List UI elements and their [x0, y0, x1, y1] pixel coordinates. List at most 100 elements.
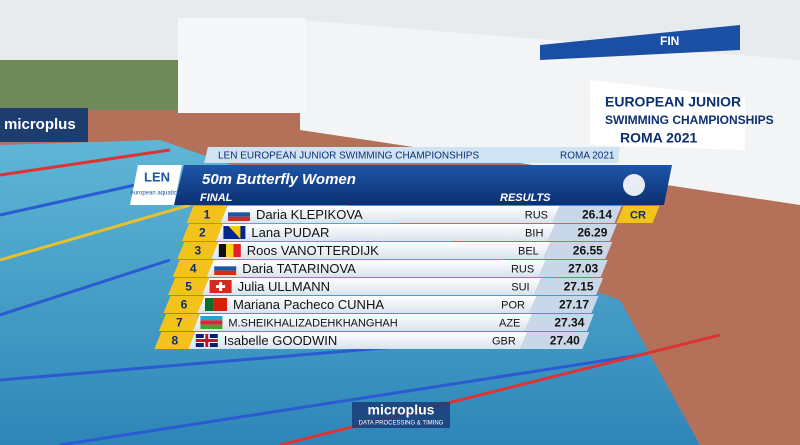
record: CR: [630, 209, 646, 221]
results-rows: 1 Daria KLEPIKOVA RUS 26.14 CR 2 Lana PUDAR BIH…: [154, 206, 660, 349]
rank: 1: [204, 208, 211, 222]
stage: FINAL: [200, 192, 233, 204]
country: RUS: [511, 263, 534, 275]
flag-stripe: [213, 298, 227, 311]
rank-cell: [163, 296, 205, 313]
rank: 2: [199, 226, 206, 240]
flag-stripe: [218, 244, 227, 257]
wall-logo: microplus: [4, 116, 76, 133]
result-row: 4 Daria TATARINOVA RUS 27.03: [172, 260, 608, 277]
logo-box: [130, 165, 182, 205]
athlete-name: Mariana Pacheco CUNHA: [233, 297, 384, 312]
banner-line: ROMA 2021: [620, 130, 698, 146]
lane-rope: [0, 258, 171, 317]
footer-logo-bg: [352, 402, 450, 428]
rank-cell: [154, 332, 196, 349]
time-cell: [552, 206, 622, 223]
sponsor: FIN: [660, 34, 679, 48]
flag-cross: [216, 285, 226, 288]
time-cell: [520, 332, 590, 349]
athlete-name: Roos VANOTTERDIJK: [247, 243, 379, 258]
logo-name: LEN: [144, 169, 170, 184]
time-cell: [534, 278, 604, 295]
rank: 4: [190, 262, 197, 276]
time-cell: [524, 314, 594, 331]
lane-rope: [59, 353, 641, 445]
rank-cell: [158, 314, 200, 331]
banner-line: EUROPEAN JUNIOR: [605, 94, 741, 110]
result-row: 1 Daria KLEPIKOVA RUS 26.14 CR: [186, 206, 660, 223]
country: GBR: [492, 335, 516, 347]
athlete-name: Lana PUDAR: [251, 225, 329, 240]
event-logo: [623, 174, 645, 196]
wall-logo-bg: [0, 108, 88, 142]
rank-cell: [168, 278, 210, 295]
event: 50m Butterfly Women: [202, 171, 356, 188]
flag-stripe: [226, 244, 234, 257]
location: ROMA 2021: [560, 151, 615, 162]
flag-stripe: [200, 324, 223, 329]
country: BIH: [525, 227, 543, 239]
competition: LEN EUROPEAN JUNIOR SWIMMING CHAMPIONSHI…: [218, 151, 479, 162]
rank: 5: [185, 280, 192, 294]
flag-stripe: [214, 266, 237, 271]
footer-tagline: DATA PROCESSING & TIMING: [359, 421, 444, 427]
name-cell: [197, 296, 537, 313]
rank: 8: [171, 334, 178, 348]
flag-stripe: [233, 244, 241, 257]
flag-stripe: [200, 316, 223, 321]
athlete-name: Daria KLEPIKOVA: [256, 207, 363, 222]
time: 27.03: [568, 262, 598, 276]
logo-tagline: european aquatics: [130, 191, 179, 197]
time-cell: [543, 242, 613, 259]
wall: [300, 20, 800, 205]
country: AZE: [499, 317, 520, 329]
name-cell: [202, 278, 542, 295]
athlete-name: M.SHEIKHALIZADEHKHANGHAH: [228, 317, 397, 329]
flag-triangle: [228, 226, 241, 239]
athlete-name: Isabelle GOODWIN: [224, 333, 337, 348]
flag-stripe: [228, 208, 250, 213]
rank: 6: [181, 298, 188, 312]
name-cell: [215, 224, 555, 241]
time-cell: [547, 224, 617, 241]
banner: [590, 80, 745, 150]
flag-stripe: [228, 216, 250, 221]
rank: 3: [194, 244, 201, 258]
result-row: 5 Julia ULLMANN SUI 27.15: [168, 278, 604, 295]
result-row: 3 Roos VANOTTERDIJK BEL 26.55: [177, 242, 613, 259]
country: BEL: [518, 245, 539, 257]
time: 26.55: [573, 244, 603, 258]
name-cell: [206, 260, 546, 277]
time: 27.34: [554, 316, 584, 330]
result-row: 7 M.SHEIKHALIZADEHKHANGHAH AZE 27.34: [158, 314, 594, 331]
time: 26.14: [582, 208, 612, 222]
name-cell: [211, 242, 551, 259]
result-row: 6 Mariana Pacheco CUNHA POR 27.17: [163, 296, 599, 313]
time: 27.40: [550, 334, 580, 348]
time: 27.17: [559, 298, 589, 312]
time: 26.29: [577, 226, 607, 240]
header-bar: [204, 147, 620, 163]
flag-cross: [195, 339, 218, 342]
lane-rope: [0, 148, 171, 177]
rank: 7: [176, 316, 183, 330]
result-row: 8 Isabelle GOODWIN GBR 27.40: [154, 332, 590, 349]
country: SUI: [511, 281, 529, 293]
lane-rope: [0, 343, 421, 382]
name-cell: [220, 206, 560, 223]
flag-stripe: [200, 320, 223, 325]
flag-stripe: [228, 212, 250, 217]
flag-stripe: [205, 298, 214, 311]
time-cell: [529, 296, 599, 313]
title-bar: [174, 165, 672, 205]
record-cell: [616, 206, 660, 223]
country: POR: [501, 299, 525, 311]
flag-stripe: [214, 262, 237, 267]
footer-logo: microplus: [368, 402, 435, 418]
rank-cell: [172, 260, 214, 277]
results-label: RESULTS: [500, 192, 551, 204]
banner-line: SWIMMING CHAMPIONSHIPS: [605, 113, 774, 127]
athlete-name: Daria TATARINOVA: [242, 261, 356, 276]
